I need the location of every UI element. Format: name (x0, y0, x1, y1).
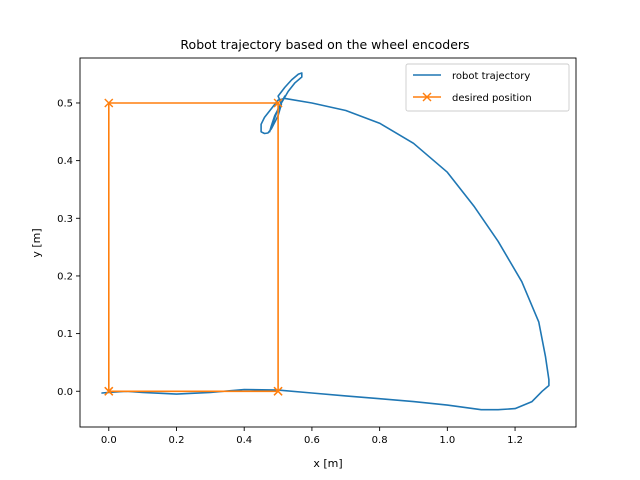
legend-marker-x-glyph-stroke-b (422, 92, 432, 102)
data-point-desired-position (273, 386, 283, 396)
plot-series (101, 72, 550, 411)
x-tick-label: 0.4 (236, 435, 252, 446)
y-tick-label: 0.4 (57, 156, 73, 167)
legend-marker-x (422, 92, 432, 102)
legend-label-desired-position: desired position (452, 93, 532, 104)
data-point-desired-position (104, 386, 114, 396)
x-tick-label: 0.0 (101, 435, 117, 446)
y-tick-label: 0.0 (57, 387, 73, 398)
data-point-desired-position (273, 98, 283, 108)
x-tick-label: 0.2 (169, 435, 185, 446)
data-point-desired-position-stroke-b (104, 98, 114, 108)
legend-marker-x-glyph (422, 92, 432, 102)
x-axis: 0.0 0.2 0.4 0.6 0.8 1.0 1.2 (101, 427, 523, 446)
legend: robot trajectory desired position (405, 63, 570, 112)
x-axis-label: x [m] (313, 457, 342, 470)
y-axis-label: y [m] (30, 228, 43, 257)
series-line-robot-trajectory (101, 72, 550, 411)
chart-title: Robot trajectory based on the wheel enco… (180, 37, 469, 52)
data-point-desired-position-stroke-b (273, 386, 283, 396)
y-axis: 0.0 0.1 0.2 0.3 0.4 0.5 (57, 98, 80, 398)
data-point-desired-position-stroke-b (104, 386, 114, 396)
y-tick-label: 0.5 (57, 98, 73, 109)
y-tick-label: 0.1 (57, 329, 73, 340)
x-tick-label: 1.0 (439, 435, 455, 446)
data-point-desired-position (104, 98, 114, 108)
x-tick-label: 1.2 (507, 435, 523, 446)
series-line-desired-position (108, 102, 279, 393)
data-point-desired-position-stroke-b (273, 98, 283, 108)
plot-frame (79, 57, 577, 428)
x-tick-label: 0.6 (304, 435, 320, 446)
y-tick-label: 0.2 (57, 271, 73, 282)
y-tick-label: 0.3 (57, 214, 73, 225)
x-tick-label: 0.8 (372, 435, 388, 446)
legend-label-robot-trajectory: robot trajectory (452, 71, 530, 82)
legend-box (405, 63, 570, 112)
